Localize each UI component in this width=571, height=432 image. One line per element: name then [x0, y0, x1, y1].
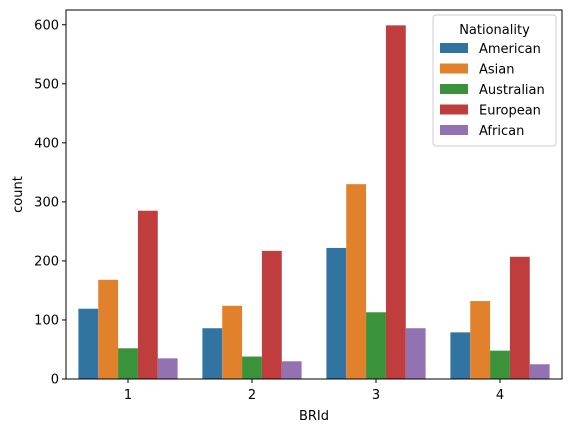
y-axis-ticks: 0 100 200 300 400 500 600 — [34, 18, 66, 388]
y-axis-label: count — [11, 176, 26, 213]
bar-american-2 — [202, 328, 223, 379]
plot-frame — [65, 9, 563, 380]
legend: Nationality American Asian Australian Europ… — [432, 14, 557, 147]
x-tick-label: 2 — [248, 388, 256, 403]
bar-australian-2 — [242, 356, 262, 379]
legend-label-asian: Asian — [479, 63, 514, 78]
legend-items: American Asian Australian European African — [440, 42, 545, 139]
x-tick-label: 3 — [372, 388, 380, 403]
bar-european-2 — [261, 250, 282, 379]
bar-european-4 — [509, 256, 530, 379]
legend-label-australian: Australian — [479, 83, 545, 98]
bar-asian-2 — [222, 305, 243, 379]
x-axis-ticks: 1 2 3 4 — [124, 379, 504, 403]
legend-label-african: African — [479, 124, 524, 139]
y-tick-label: 500 — [34, 77, 59, 92]
bar-african-2 — [281, 361, 302, 379]
y-tick-label: 0 — [51, 373, 59, 388]
bar-australian-3 — [366, 312, 386, 379]
bar-asian-3 — [346, 184, 367, 379]
y-tick-label: 400 — [34, 136, 59, 151]
y-tick-label: 200 — [34, 254, 59, 269]
bar-american-4 — [450, 332, 471, 379]
legend-swatch-european — [440, 104, 468, 115]
y-tick-label: 300 — [34, 195, 59, 210]
bar-european-3 — [385, 25, 406, 379]
legend-swatch-australian — [440, 84, 468, 94]
bar-african-3 — [405, 328, 426, 379]
bar-american-1 — [78, 308, 99, 379]
legend-swatch-asian — [440, 63, 468, 74]
y-tick-label: 100 — [34, 313, 59, 328]
bar-african-4 — [529, 364, 550, 379]
bar-asian-1 — [98, 279, 119, 379]
bar-american-3 — [326, 247, 347, 379]
bar-australian-1 — [118, 348, 138, 379]
legend-swatch-american — [440, 43, 468, 53]
bar-asian-4 — [470, 301, 491, 379]
x-axis-label: BRId — [299, 409, 329, 424]
legend-label-european: European — [479, 104, 541, 119]
bar-australian-4 — [490, 350, 510, 379]
bars-layer — [78, 25, 550, 379]
legend-title: Nationality — [459, 23, 530, 38]
x-tick-label: 1 — [124, 388, 132, 403]
axes-layer — [65, 9, 563, 380]
bar-european-1 — [137, 210, 158, 379]
legend-swatch-african — [440, 125, 468, 135]
y-tick-label: 600 — [34, 18, 59, 33]
legend-label-american: American — [479, 42, 541, 57]
x-tick-label: 4 — [496, 388, 504, 403]
bar-african-1 — [157, 358, 178, 379]
